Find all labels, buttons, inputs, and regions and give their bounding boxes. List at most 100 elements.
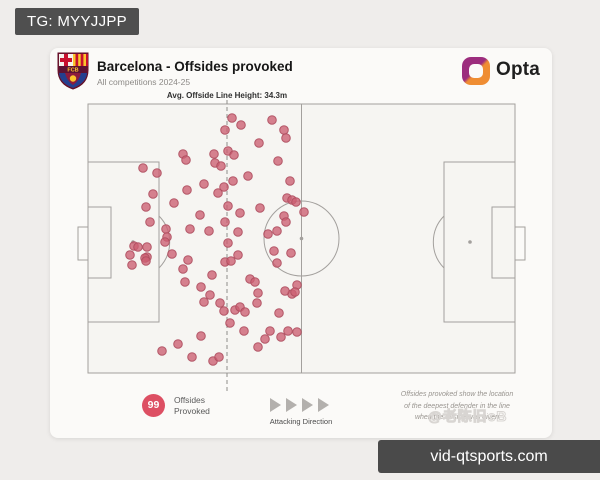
offside-dot	[281, 217, 291, 227]
arrow-right-icon	[302, 398, 313, 412]
svg-text:FCB: FCB	[67, 68, 78, 74]
offside-dot	[233, 250, 243, 260]
offside-dot	[291, 197, 301, 207]
opta-wordmark: Opta	[496, 59, 541, 80]
offside-dot	[276, 332, 286, 342]
offside-dot	[267, 115, 277, 125]
offside-dot	[263, 229, 273, 239]
offside-dot	[265, 326, 275, 336]
offsides-count-label: Offsides Provoked	[174, 395, 210, 417]
arrow-right-icon	[318, 398, 329, 412]
offside-dot	[292, 327, 302, 337]
offside-dot	[141, 202, 151, 212]
arrow-right-icon	[270, 398, 281, 412]
pitch-diagram	[77, 100, 526, 392]
offside-dot	[260, 334, 270, 344]
offside-dot	[152, 168, 162, 178]
offside-dot	[207, 270, 217, 280]
infographic-card: FCB Barcelona - Offsides provoked All co…	[50, 48, 552, 438]
offside-dot	[225, 318, 235, 328]
offside-dot	[253, 342, 263, 352]
offside-dot	[227, 113, 237, 123]
left-goal	[77, 226, 89, 261]
offside-dot	[195, 210, 205, 220]
offside-dot	[226, 256, 236, 266]
offside-dot	[250, 277, 260, 287]
offside-dot	[133, 242, 143, 252]
offsides-count-label-line1: Offsides	[174, 395, 206, 405]
offside-dot	[299, 207, 309, 217]
offside-dot	[181, 155, 191, 165]
offside-dot	[182, 185, 192, 195]
offside-dot	[219, 182, 229, 192]
explainer-note-line2: of the deepest defender in the line	[404, 402, 510, 410]
page-subtitle: All competitions 2024-25	[97, 77, 191, 87]
avg-offside-line-label: Avg. Offside Line Height: 34.3m	[166, 91, 288, 100]
offside-dot	[273, 156, 283, 166]
offside-dot	[279, 125, 289, 135]
explainer-note: Offsides provoked show the location of t…	[362, 389, 552, 424]
offside-dot	[252, 298, 262, 308]
tg-badge: TG: MYYJJPP	[15, 8, 139, 35]
offside-dot	[220, 217, 230, 227]
offsides-count-badge: 99	[142, 394, 165, 417]
site-badge: vid-qtsports.com	[378, 440, 600, 473]
offside-dot	[283, 326, 293, 336]
offside-dot	[187, 352, 197, 362]
right-goal	[514, 226, 526, 261]
explainer-note-line1: Offsides provoked show the location	[400, 391, 514, 398]
offside-dot	[183, 255, 193, 265]
offside-dot	[229, 150, 239, 160]
offside-dot	[255, 203, 265, 213]
offsides-count-label-line2: Provoked	[174, 406, 210, 416]
offside-dot	[214, 352, 224, 362]
offside-dot	[236, 120, 246, 130]
offside-dot	[290, 287, 300, 297]
offside-dot	[160, 237, 170, 247]
offside-dot	[235, 208, 245, 218]
offside-dot	[196, 282, 206, 292]
fc-barcelona-crest-icon: FCB	[57, 52, 89, 90]
offside-dot	[169, 198, 179, 208]
offside-dot	[215, 298, 225, 308]
offside-dot	[280, 286, 290, 296]
offside-dot	[142, 242, 152, 252]
offside-dot	[281, 133, 291, 143]
center-circle	[263, 200, 340, 277]
offside-dot	[167, 249, 177, 259]
right-penalty-spot	[468, 240, 472, 244]
offside-dot	[228, 176, 238, 186]
offside-dot	[220, 125, 230, 135]
offside-dot	[205, 290, 215, 300]
offside-dot	[219, 306, 229, 316]
offside-dot	[223, 201, 233, 211]
offside-dot	[213, 188, 223, 198]
offside-dot	[178, 264, 188, 274]
offside-dot	[223, 238, 233, 248]
offside-dot	[173, 339, 183, 349]
offside-dot	[272, 226, 282, 236]
offside-dot	[254, 138, 264, 148]
page-title: Barcelona - Offsides provoked	[97, 59, 293, 74]
offside-dot	[239, 326, 249, 336]
offside-dot	[145, 217, 155, 227]
offside-dot	[269, 246, 279, 256]
offside-dot	[204, 226, 214, 236]
offside-dot	[240, 307, 250, 317]
offside-dot	[180, 277, 190, 287]
offside-dot	[125, 250, 135, 260]
offside-dots-layer	[125, 113, 309, 366]
offside-dot	[141, 256, 151, 266]
right-penalty-arc	[432, 215, 445, 269]
center-spot	[299, 236, 304, 241]
offside-dot	[286, 248, 296, 258]
offside-dot	[216, 161, 226, 171]
explainer-note-line3: when the offside was given	[414, 414, 500, 421]
offside-dot	[253, 288, 263, 298]
offside-dot	[196, 331, 206, 341]
offside-dot	[243, 171, 253, 181]
attacking-direction-arrows	[270, 398, 329, 412]
opta-logo-icon	[462, 57, 490, 85]
offside-dot	[161, 224, 171, 234]
offside-dot	[199, 297, 209, 307]
